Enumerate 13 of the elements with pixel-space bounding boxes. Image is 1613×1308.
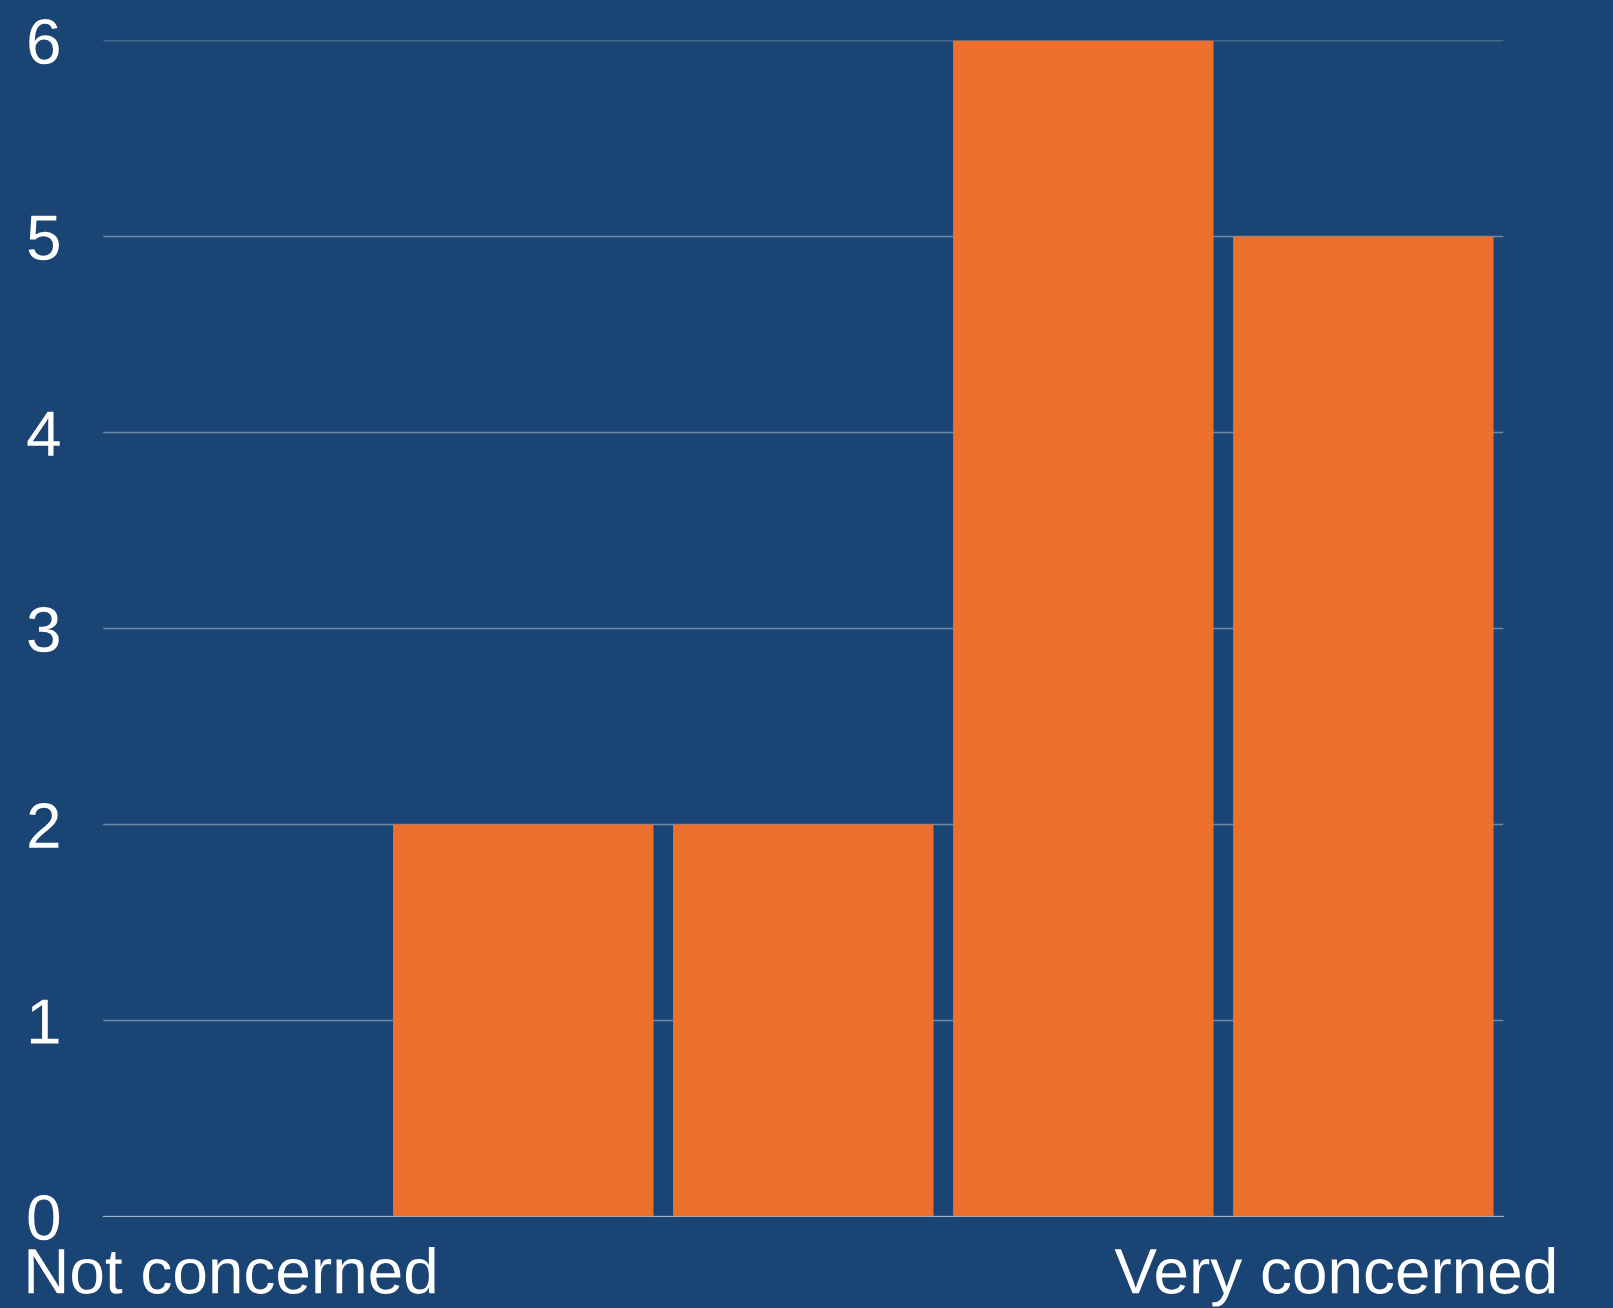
y-tick-label: 6: [29, 19, 59, 65]
bar: [1233, 236, 1494, 1217]
bar: [953, 40, 1214, 1217]
y-tick-label: 1: [30, 999, 59, 1044]
x-tick-label: Very concerned: [1114, 1247, 1555, 1307]
y-tick-label: 3: [28, 607, 59, 653]
y-tick-label: 2: [29, 803, 59, 848]
bar: [673, 824, 934, 1217]
bar: [393, 824, 654, 1217]
y-tick-label: 4: [27, 411, 60, 456]
y-tick-label: 0: [28, 1194, 60, 1241]
x-tick-label: Not concerned: [28, 1247, 435, 1294]
y-tick-label: 5: [28, 215, 59, 261]
